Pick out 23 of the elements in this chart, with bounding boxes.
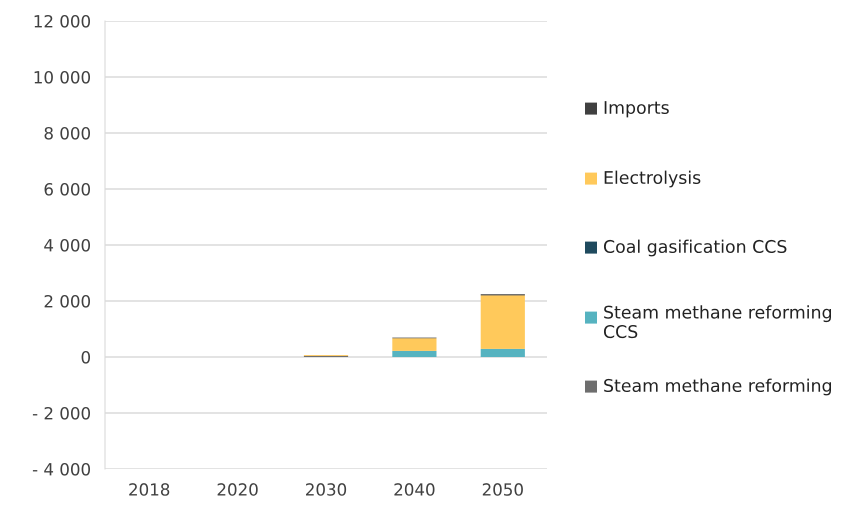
y-tick-label: - 4 000	[32, 462, 90, 476]
y-tick-label: 0	[82, 350, 90, 364]
x-tick-label: 2030	[306, 483, 346, 496]
y-tick-label: 8 000	[44, 126, 90, 140]
x-tick-label: 2020	[218, 483, 258, 496]
legend-label: Imports	[604, 101, 669, 118]
x-tick-label: 2050	[482, 483, 523, 496]
bar	[392, 338, 436, 351]
y-tick-label: 4 000	[44, 238, 90, 252]
x-tick-label: 2040	[394, 483, 434, 496]
bar	[480, 295, 525, 349]
x-tick-label: 2018	[129, 483, 170, 496]
y-tick-label: - 2 000	[32, 406, 90, 420]
legend-label: Steam methane reforming CCS	[604, 305, 831, 338]
bar	[480, 348, 525, 357]
legend-label: Steam methane reforming	[604, 378, 831, 396]
legend-label: Coal gasification CCS	[604, 240, 786, 256]
y-tick-label: 12 000	[34, 14, 90, 28]
y-tick-label: 10 000	[34, 70, 90, 84]
y-tick-label: 6 000	[44, 182, 90, 196]
legend-label: Electrolysis	[604, 170, 700, 188]
bar	[392, 350, 436, 357]
y-tick-label: 2 000	[44, 294, 90, 308]
